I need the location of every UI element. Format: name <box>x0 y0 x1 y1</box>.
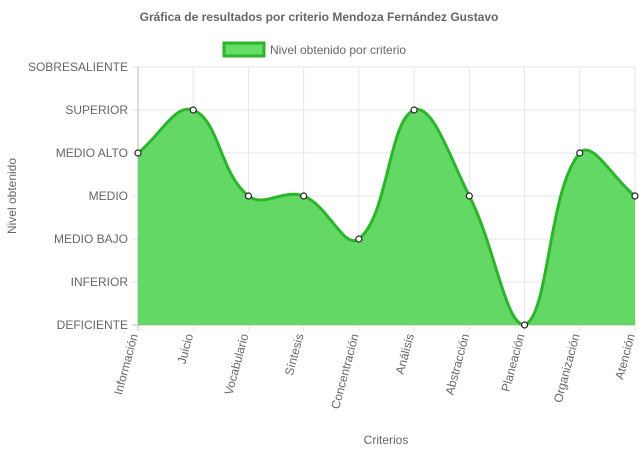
y-tick-label: SOBRESALIENTE <box>28 60 128 74</box>
x-tick-label: Juicio <box>175 332 197 366</box>
data-point[interactable] <box>300 192 308 200</box>
area-series <box>137 107 636 327</box>
legend-swatch[interactable] <box>222 41 266 58</box>
data-point[interactable] <box>576 149 584 157</box>
legend-label[interactable]: Nivel obtenido por criterio <box>270 43 406 57</box>
y-axis-ticks: DEFICIENTE INFERIOR MEDIO BAJO MEDIO MEDIO A… <box>28 60 128 332</box>
y-tick-label: INFERIOR <box>71 275 129 289</box>
data-point[interactable] <box>355 235 363 243</box>
y-tick-label: MEDIO BAJO <box>54 232 128 246</box>
data-point[interactable] <box>134 149 142 157</box>
chart-title: Gráfica de resultados por criterio Mendo… <box>140 10 499 24</box>
x-tick-label: Abstracción <box>442 332 472 396</box>
y-tick-label: MEDIO <box>89 189 128 203</box>
y-tick-label: SUPERIOR <box>65 103 128 117</box>
data-points <box>134 106 639 329</box>
x-tick-label: Síntesis <box>282 332 307 377</box>
legend[interactable]: Nivel obtenido por criterio <box>222 41 406 58</box>
series-line <box>137 107 636 327</box>
x-axis-label: Criterios <box>364 433 409 447</box>
data-point[interactable] <box>244 192 253 200</box>
x-tick-label: Vocabulario <box>222 332 252 397</box>
x-axis-ticks: Información Juicio Vocabulario Síntesis Conc… <box>111 332 638 411</box>
x-tick-label: Concentración <box>328 332 362 410</box>
y-tick-label: DEFICIENTE <box>57 318 128 332</box>
x-tick-label: Planeación <box>499 332 528 393</box>
y-tick-label: MEDIO ALTO <box>56 146 128 160</box>
x-tick-label: Organización <box>551 332 583 404</box>
data-point[interactable] <box>465 192 473 200</box>
data-point[interactable] <box>410 106 418 114</box>
x-tick-label: Atención <box>612 332 638 381</box>
area-fill <box>138 109 635 325</box>
data-point[interactable] <box>520 321 529 329</box>
x-tick-label: Análisis <box>393 332 417 376</box>
data-point[interactable] <box>189 106 197 114</box>
y-axis-label: Nivel obtenido <box>5 158 19 234</box>
data-point[interactable] <box>631 192 639 200</box>
x-tick-label: Información <box>111 332 141 396</box>
